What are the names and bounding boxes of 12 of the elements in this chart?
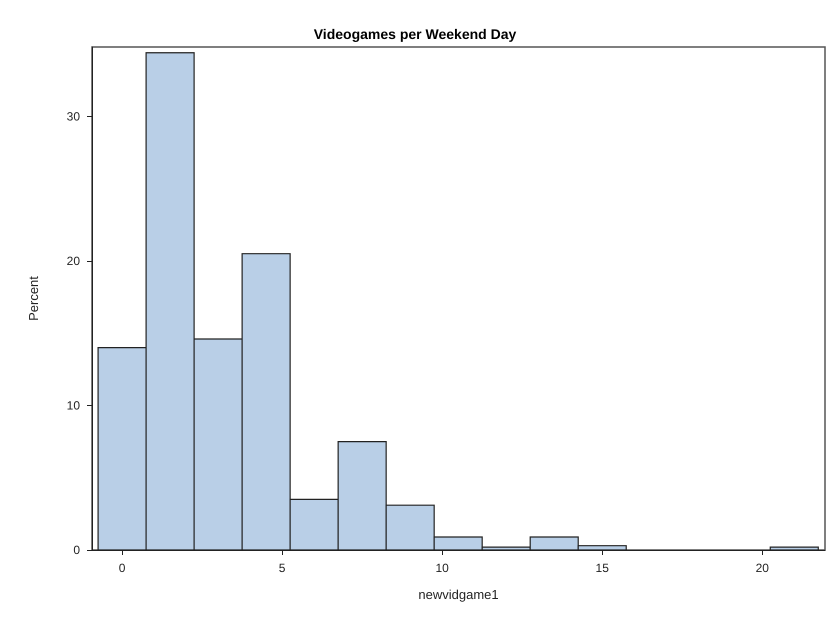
y-tick-label: 10: [66, 398, 80, 412]
x-axis-title: newvidgame1: [418, 587, 499, 602]
y-tick-label: 20: [66, 254, 80, 268]
x-tick-label: 20: [756, 561, 770, 575]
y-axis-title: Percent: [26, 276, 41, 321]
y-tick-label: 30: [66, 109, 80, 124]
chart-title: Videogames per Weekend Day: [314, 26, 516, 42]
x-tick-label: 5: [278, 561, 286, 575]
x-tick-label: 10: [435, 561, 450, 575]
y-tick-label: 0: [73, 543, 80, 557]
x-tick-label: 0: [118, 561, 126, 575]
x-tick-label: 15: [596, 561, 610, 575]
